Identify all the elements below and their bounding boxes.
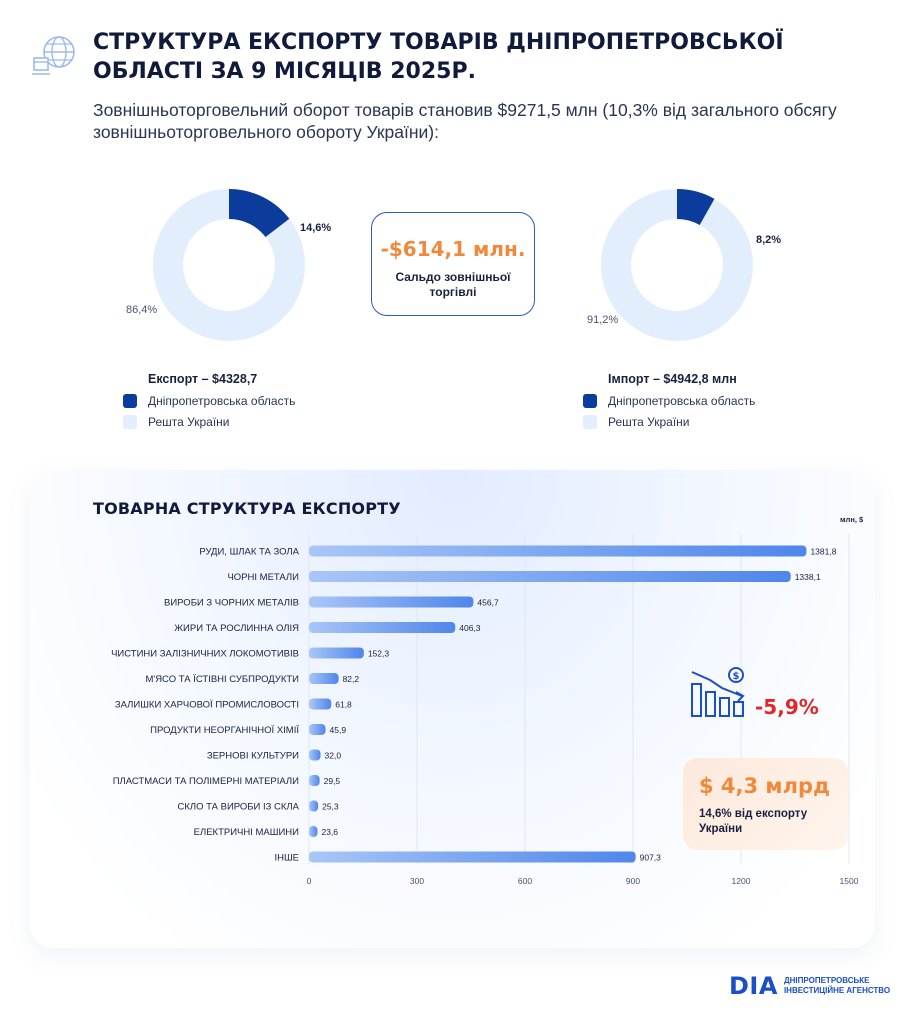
globe-box-icon — [32, 36, 75, 75]
logo-text: ДНІПРОПЕТРОВСЬКЕ ІНВЕСТИЦІЙНЕ АГЕНСТВО — [783, 976, 891, 995]
bar-value-label: 25,3 — [322, 802, 339, 812]
category-label: М'ЯСО ТА ЇСТІВНІ СУБПРОДУКТИ — [145, 674, 299, 685]
region-swatch — [123, 394, 137, 408]
export-donut-region-slice — [228, 189, 290, 238]
chart-title: ТОВАРНА СТРУКТУРА ЕКСПОРТУ — [93, 499, 401, 518]
declining-bars-dollar-icon: $ — [691, 667, 745, 717]
bar — [309, 851, 636, 863]
bar-value-label: 45,9 — [330, 725, 347, 735]
kpi-card: $ 4,3 млрд 14,6% від експорту України — [683, 758, 848, 850]
import-donut-chart — [601, 189, 753, 341]
bar-value-label: 907,3 — [640, 853, 662, 863]
bar-value-label: 61,8 — [335, 700, 352, 710]
x-tick-label: 1200 — [732, 876, 751, 886]
bar-value-label: 1338,1 — [795, 572, 821, 582]
rest-swatch — [123, 415, 137, 429]
x-tick-label: 900 — [626, 876, 640, 886]
export-legend-title: Експорт – $4328,7 — [148, 372, 258, 386]
logo-mark: DIA — [729, 972, 778, 1000]
category-label: ВИРОБИ З ЧОРНИХ МЕТАЛІВ — [164, 598, 299, 609]
export-donut-chart — [153, 189, 305, 341]
import-donut-rest — [601, 189, 753, 341]
page-title: СТРУКТУРА ЕКСПОРТУ ТОВАРІВ ДНІПРОПЕТРОВС… — [93, 30, 784, 84]
import-legend-rest: Решта України — [583, 415, 755, 429]
export-region-pct: 14,6% — [300, 222, 332, 234]
bar-value-label: 152,3 — [368, 649, 390, 659]
category-label: ЧИСТИНИ ЗАЛІЗНИЧНИХ ЛОКОМОТИВІВ — [111, 649, 299, 660]
x-tick-label: 300 — [410, 876, 424, 886]
bar — [309, 724, 326, 735]
region-swatch — [583, 394, 597, 408]
x-tick-label: 1500 — [840, 876, 859, 886]
saldo-box: -$614,1 млн. Сальдо зовнішньої торгівлі — [371, 212, 535, 316]
dia-logo: DIA ДНІПРОПЕТРОВСЬКЕ ІНВЕСТИЦІЙНЕ АГЕНСТ… — [729, 973, 890, 999]
kpi-label: 14,6% від експорту України — [699, 808, 808, 835]
category-label: ЕЛЕКТРИЧНІ МАШИНИ — [194, 827, 300, 838]
page-subtitle: Зовнішньоторговельний оборот товарів ста… — [93, 100, 837, 142]
category-label: ЧОРНІ МЕТАЛИ — [227, 572, 299, 583]
decline-value: -5,9% — [755, 695, 819, 719]
x-tick-label: 0 — [307, 876, 312, 886]
import-legend-region: Дніпропетровська область — [583, 394, 755, 408]
export-legend-rest: Решта України — [123, 415, 295, 429]
kpi-value: $ 4,3 млрд — [699, 774, 830, 798]
bar-value-label: 32,0 — [325, 751, 342, 761]
import-region-pct: 8,2% — [756, 234, 782, 246]
bar — [309, 775, 320, 786]
bar-value-label: 29,5 — [324, 776, 341, 786]
category-label: ПРОДУКТИ НЕОРГАНІЧНОЇ ХІМІЇ — [150, 725, 299, 736]
export-bar-chart: 0 300 600 900 1200 1500 РУДИ, ШЛАК ТА ЗОЛА 138… — [111, 534, 859, 886]
category-label: ЗЕРНОВІ КУЛЬТУРИ — [207, 751, 299, 762]
category-label: РУДИ, ШЛАК ТА ЗОЛА — [199, 547, 299, 558]
bar — [309, 698, 332, 710]
svg-text:$: $ — [733, 671, 740, 682]
category-label: СКЛО ТА ВИРОБИ ІЗ СКЛА — [178, 802, 300, 813]
bar-value-label: 82,2 — [343, 674, 360, 684]
category-label: ЗАЛИШКИ ХАРЧОВОЇ ПРОМИСЛОВОСТІ — [115, 700, 299, 711]
bar — [309, 673, 339, 684]
export-legend: Експорт – $4328,7 Дніпропетровська облас… — [123, 372, 295, 436]
export-legend-region: Дніпропетровська область — [123, 394, 295, 408]
category-label: ІНШЕ — [274, 853, 299, 864]
bar-value-label: 23,6 — [321, 827, 338, 837]
bar — [309, 800, 319, 812]
import-legend: Імпорт – $4942,8 млн Дніпропетровська об… — [583, 372, 755, 436]
x-tick-label: 600 — [518, 876, 532, 886]
bar — [309, 596, 474, 608]
bar — [309, 749, 321, 761]
export-rest-pct: 86,4% — [126, 304, 158, 316]
bar — [309, 622, 456, 633]
saldo-label: Сальдо зовнішньої торгівлі — [395, 270, 511, 299]
bar-value-label: 1381,8 — [810, 547, 836, 557]
saldo-value: -$614,1 млн. — [380, 237, 526, 261]
chart-unit: млн, $ — [840, 515, 864, 524]
import-legend-title: Імпорт – $4942,8 млн — [608, 372, 737, 386]
import-rest-pct: 91,2% — [587, 314, 619, 326]
bar — [309, 647, 364, 659]
category-label: ПЛАСТМАСИ ТА ПОЛІМЕРНІ МАТЕРІАЛИ — [113, 776, 299, 787]
bar — [309, 571, 791, 582]
import-donut-region-slice — [676, 189, 715, 226]
bar — [309, 545, 807, 557]
category-label: ЖИРИ ТА РОСЛИННА ОЛІЯ — [174, 623, 299, 634]
bar-value-label: 406,3 — [459, 623, 481, 633]
bar-value-label: 456,7 — [477, 598, 499, 608]
bar — [309, 826, 318, 837]
rest-swatch — [583, 415, 597, 429]
